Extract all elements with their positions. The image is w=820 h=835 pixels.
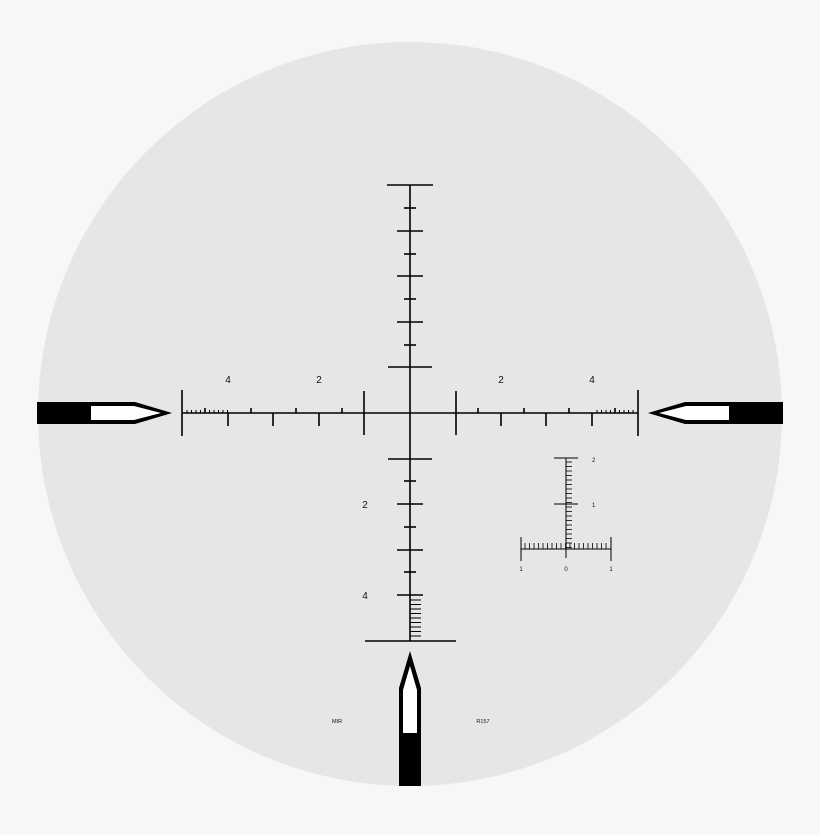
right-inner-label: 2 — [498, 375, 504, 386]
inset-bottom-label-center: 0 — [564, 567, 568, 573]
left-inner-label: 2 — [316, 375, 322, 386]
reticle-name-label: MIR — [332, 719, 342, 725]
right-post-icon — [648, 402, 783, 424]
inset-label-2: 2 — [592, 458, 596, 464]
right-outer-label: 4 — [589, 375, 595, 386]
left-post-icon — [37, 402, 172, 424]
lower-outer-label: 4 — [362, 591, 368, 602]
crosshair-lines — [181, 184, 639, 642]
left-outer-label: 4 — [225, 375, 231, 386]
inset-bottom-label-left: 1 — [519, 567, 523, 573]
reticle-model-label: R157 — [476, 719, 489, 725]
lower-inner-label: 2 — [362, 500, 368, 511]
inset-label-1: 1 — [592, 503, 596, 509]
inset-scale — [520, 457, 612, 561]
bottom-post-icon — [399, 651, 421, 786]
inset-bottom-label-right: 1 — [609, 567, 613, 573]
